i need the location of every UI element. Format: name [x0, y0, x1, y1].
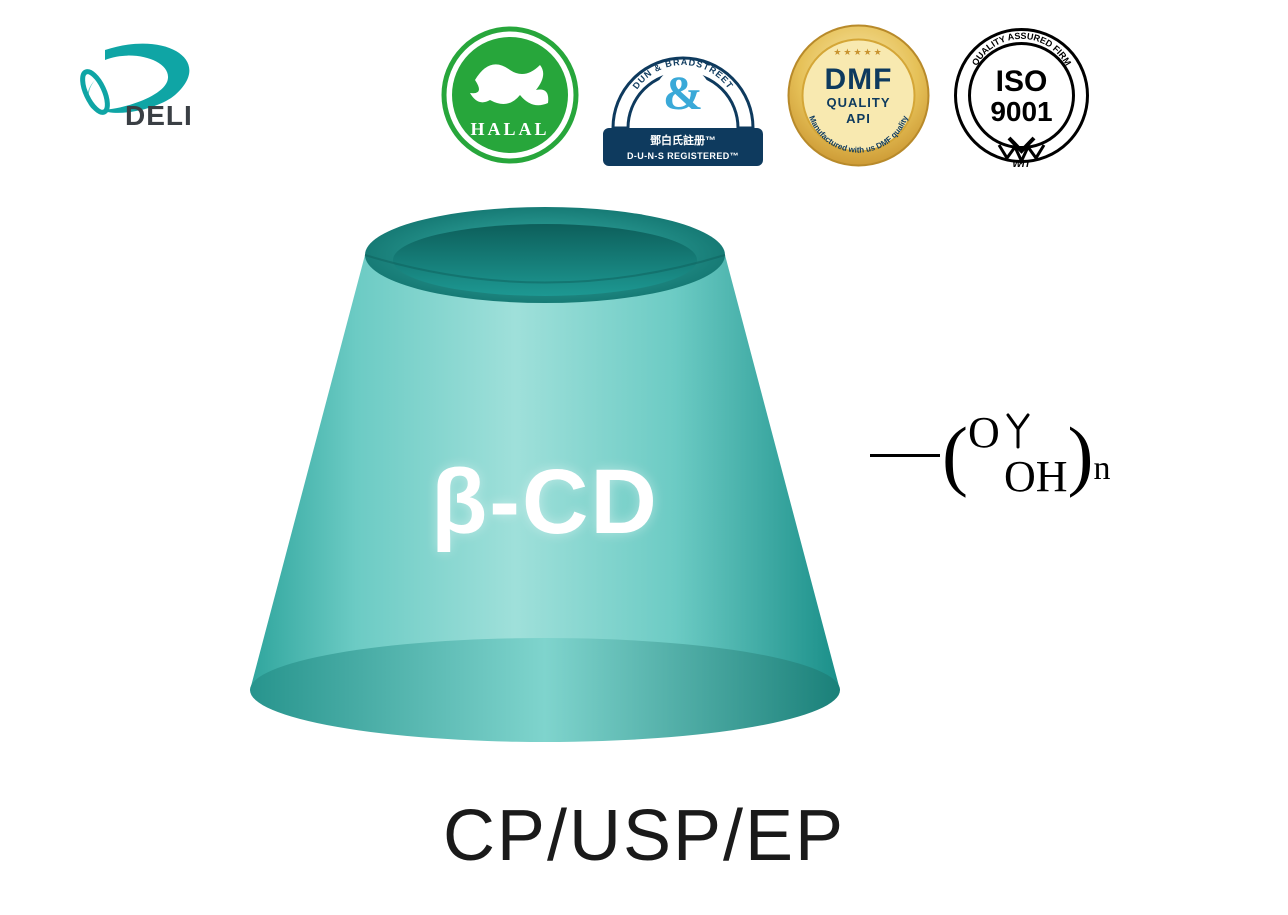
dmf-badge: ★★★★★ DMF QUALITY API Manufactured with …: [786, 23, 931, 173]
chemical-formula: (OOH)n: [870, 410, 1111, 500]
standards-caption: CP/USP/EP: [0, 795, 1288, 877]
brand-logo: DELI: [65, 40, 225, 145]
formula-subscript: n: [1094, 450, 1111, 487]
branch-glyph-icon: [1004, 413, 1032, 449]
iso-line2: 9001: [990, 96, 1052, 127]
dmf-main: DMF: [825, 63, 893, 96]
formula-bottom: OH: [968, 455, 1068, 499]
cyclodextrin-cone: β-CD: [230, 180, 860, 760]
dmf-stars: ★★★★★: [833, 47, 883, 57]
duns-en-text: D-U-N-S REGISTERED™: [627, 151, 739, 161]
duns-badge: DUN & BRADSTREET & 鄧白氏註册™ D-U-N-S REGIST…: [598, 20, 768, 175]
halal-badge: HALAL: [440, 25, 580, 170]
duns-cn-text: 鄧白氏註册™: [650, 133, 716, 147]
certification-badges: HALAL DUN & BRADSTREET & 鄧白氏註册™ D-U-N-S …: [440, 20, 1094, 175]
dmf-line3: API: [846, 111, 871, 126]
svg-text:&: &: [663, 67, 703, 120]
dmf-line2: QUALITY: [826, 95, 890, 110]
iso-badge: QUALITY ASSURED FIRM ISO 9001 WIT: [949, 23, 1094, 173]
molecule-label: β-CD: [230, 450, 860, 555]
brand-name: DELI: [125, 100, 193, 132]
iso-bottom: WIT: [1012, 159, 1031, 168]
iso-line1: ISO: [996, 65, 1048, 98]
halal-label: HALAL: [470, 119, 549, 139]
formula-top: O: [968, 408, 1000, 457]
